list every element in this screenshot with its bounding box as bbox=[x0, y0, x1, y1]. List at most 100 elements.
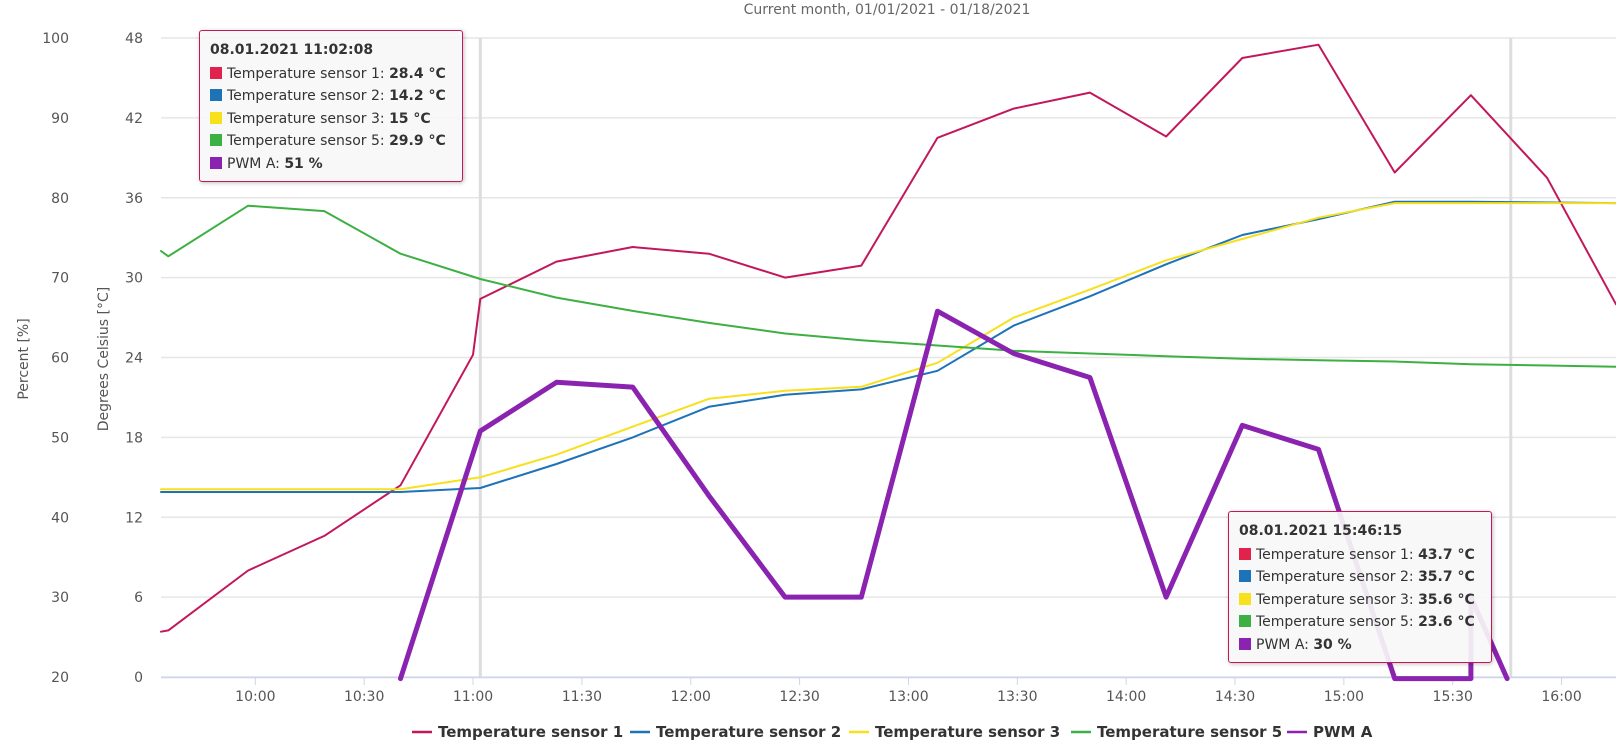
tooltip-title: 08.01.2021 15:46:15 bbox=[1239, 523, 1403, 539]
series-line-temperature-sensor-5[interactable] bbox=[160, 204, 1616, 368]
x-tick-label: 12:30 bbox=[779, 689, 819, 705]
legend-label: Temperature sensor 1 bbox=[438, 723, 623, 741]
tooltip-value: 35.6 °C bbox=[1418, 591, 1475, 608]
x-tick-label: 15:00 bbox=[1324, 689, 1364, 705]
tooltip-row: Temperature sensor 2: 35.7 °C bbox=[1239, 566, 1481, 589]
percent-tick-label: 90 bbox=[51, 111, 69, 127]
tooltip-row: Temperature sensor 1: 43.7 °C bbox=[1239, 544, 1481, 567]
x-tick-label: 16:00 bbox=[1541, 689, 1581, 705]
tooltip-value: 29.9 °C bbox=[389, 133, 446, 149]
tooltip-swatch bbox=[1239, 592, 1251, 605]
percent-tick-label: 40 bbox=[51, 510, 69, 526]
series-line-temperature-sensor-1[interactable] bbox=[160, 43, 1616, 633]
tooltip-label: Temperature sensor 5: bbox=[227, 133, 390, 149]
celsius-tick-label: 30 bbox=[125, 271, 143, 287]
tooltip-swatch bbox=[1239, 547, 1251, 560]
legend[interactable]: Temperature sensor 1 Temperature sensor 2… bbox=[412, 723, 1373, 741]
percent-tick-label: 60 bbox=[51, 351, 69, 367]
tooltip-label: PWM A: bbox=[1256, 636, 1314, 653]
x-tick-label: 10:00 bbox=[235, 689, 275, 705]
x-tick-label: 13:30 bbox=[997, 689, 1037, 705]
tooltip-swatch bbox=[210, 89, 222, 101]
celsius-tick-label: 18 bbox=[125, 430, 143, 446]
tooltip-row: Temperature sensor 3: 15 °C bbox=[210, 108, 452, 131]
crosshairs bbox=[478, 38, 1513, 677]
tooltip-value: 51 % bbox=[284, 155, 323, 172]
celsius-axis-title: Degrees Celsius [°C] bbox=[96, 287, 112, 431]
x-axis: 10:00 10:30 11:00 11:30 12:00 12:30 13:00 13:30… bbox=[161, 676, 1616, 705]
tooltip-label: Temperature sensor 3: bbox=[1256, 591, 1419, 608]
series-line-pwm-a[interactable] bbox=[398, 308, 1510, 682]
percent-axis: 20 30 40 50 60 70 80 90 100 bbox=[42, 31, 69, 686]
legend-item-temperature-sensor-3[interactable]: Temperature sensor 3 bbox=[849, 723, 1060, 741]
x-tick-label: 11:30 bbox=[562, 689, 602, 705]
celsius-tick-label: 42 bbox=[125, 111, 143, 127]
legend-item-pwm-a[interactable]: PWM A bbox=[1287, 723, 1373, 741]
legend-label: Temperature sensor 3 bbox=[875, 723, 1060, 741]
tooltip-label: PWM A: bbox=[227, 155, 285, 172]
tooltip-swatch bbox=[210, 66, 222, 79]
celsius-axis: 0 6 12 18 24 30 36 42 48 bbox=[125, 31, 143, 686]
tooltip-row: PWM A: 30 % bbox=[1239, 634, 1481, 657]
percent-axis-title: Percent [%] bbox=[16, 318, 32, 399]
tooltip-row: Temperature sensor 2: 14.2 °C bbox=[210, 85, 452, 108]
tooltip-swatch bbox=[1239, 615, 1251, 627]
tooltip-label: Temperature sensor 1: bbox=[1256, 546, 1419, 563]
tooltip-2: 08.01.2021 15:46:15 Temperature sensor 1:… bbox=[1228, 511, 1492, 663]
tooltip-row: Temperature sensor 5: 29.9 °C bbox=[210, 130, 452, 153]
tooltip-value: 43.7 °C bbox=[1418, 546, 1475, 563]
percent-tick-label: 50 bbox=[51, 430, 69, 446]
x-tick-label: 14:00 bbox=[1106, 689, 1146, 705]
tooltip-label: Temperature sensor 1: bbox=[227, 65, 390, 82]
tooltip-label: Temperature sensor 2: bbox=[227, 88, 390, 104]
tooltip-value: 23.6 °C bbox=[1418, 614, 1475, 630]
tooltip-title: 08.01.2021 11:02:08 bbox=[210, 42, 374, 58]
tooltip-value: 28.4 °C bbox=[389, 65, 446, 82]
legend-item-temperature-sensor-2[interactable]: Temperature sensor 2 bbox=[630, 723, 841, 741]
tooltip-swatch bbox=[210, 156, 222, 169]
celsius-tick-label: 24 bbox=[125, 351, 143, 367]
tooltip-row: Temperature sensor 5: 23.6 °C bbox=[1239, 611, 1481, 634]
x-tick-label: 12:00 bbox=[671, 689, 711, 705]
tooltip-label: Temperature sensor 3: bbox=[227, 110, 390, 127]
legend-label: Temperature sensor 5 bbox=[1097, 723, 1282, 741]
celsius-tick-label: 0 bbox=[134, 670, 143, 686]
x-tick-label: 10:30 bbox=[344, 689, 384, 705]
tooltip-swatch bbox=[210, 111, 222, 124]
tooltip-swatch bbox=[1239, 570, 1251, 582]
tooltip-1: 08.01.2021 11:02:08 Temperature sensor 1:… bbox=[199, 30, 463, 182]
celsius-tick-label: 12 bbox=[125, 510, 143, 526]
legend-label: Temperature sensor 2 bbox=[656, 723, 841, 741]
tooltip-value: 14.2 °C bbox=[389, 88, 446, 104]
x-tick-label: 15:30 bbox=[1433, 689, 1473, 705]
legend-item-temperature-sensor-5[interactable]: Temperature sensor 5 bbox=[1071, 723, 1282, 741]
grid-lines bbox=[161, 37, 1616, 678]
tooltip-row: Temperature sensor 3: 35.6 °C bbox=[1239, 589, 1481, 612]
x-tick-label: 11:00 bbox=[453, 689, 493, 705]
tooltip-row: Temperature sensor 1: 28.4 °C bbox=[210, 63, 452, 86]
series-line-temperature-sensor-2[interactable] bbox=[160, 200, 1616, 493]
series-line-temperature-sensor-3[interactable] bbox=[160, 202, 1616, 491]
chart-subtitle: Current month, 01/01/2021 - 01/18/2021 bbox=[744, 2, 1031, 18]
x-tick-label: 14:30 bbox=[1215, 689, 1255, 705]
percent-tick-label: 100 bbox=[42, 31, 69, 47]
tooltip-label: Temperature sensor 2: bbox=[1256, 569, 1419, 585]
celsius-tick-label: 6 bbox=[134, 590, 143, 606]
tooltip-value: 15 °C bbox=[389, 110, 431, 127]
tooltip-value: 35.7 °C bbox=[1418, 569, 1475, 585]
tooltip-label: Temperature sensor 5: bbox=[1256, 614, 1419, 630]
percent-tick-label: 30 bbox=[51, 590, 69, 606]
tooltip-swatch bbox=[1239, 637, 1251, 650]
percent-tick-label: 20 bbox=[51, 670, 69, 686]
percent-tick-label: 80 bbox=[51, 191, 69, 207]
tooltip-swatch bbox=[210, 134, 222, 146]
tooltip-value: 30 % bbox=[1313, 636, 1352, 653]
tooltip-row: PWM A: 51 % bbox=[210, 153, 452, 176]
percent-tick-label: 70 bbox=[51, 271, 69, 287]
series-group bbox=[160, 43, 1616, 682]
x-tick-label: 13:00 bbox=[888, 689, 928, 705]
celsius-tick-label: 48 bbox=[125, 31, 143, 47]
legend-item-temperature-sensor-1[interactable]: Temperature sensor 1 bbox=[412, 723, 623, 741]
